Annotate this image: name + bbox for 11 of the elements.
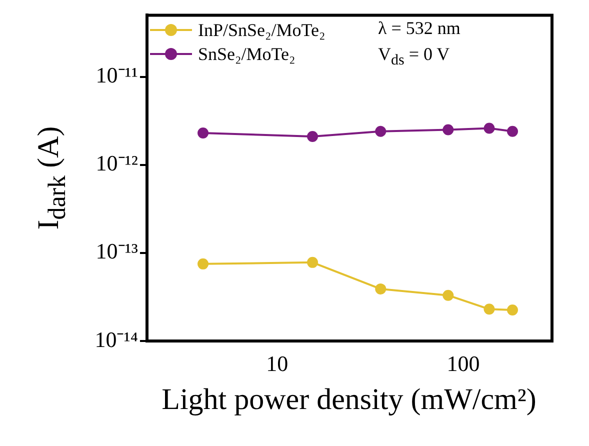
y-tick-label: 10⁻¹¹	[96, 62, 138, 88]
annotation: V$_{ds}$ = 0 V	[378, 44, 450, 70]
x-tick-label: 10	[266, 350, 288, 376]
y-tick-label: 10⁻¹³	[96, 238, 138, 264]
legend-label: InP/SnSe₂/MoTe₂	[198, 20, 326, 40]
legend-label: SnSe₂/MoTe₂	[198, 44, 296, 64]
x-axis-title: Light power density (mW/cm²)	[162, 383, 536, 417]
y-tick-label: 10⁻¹⁴	[94, 326, 138, 352]
annotation: λ = 532 nm	[378, 18, 460, 39]
y-tick-label: 10⁻¹²	[96, 150, 138, 176]
x-tick-label: 100	[446, 350, 480, 376]
